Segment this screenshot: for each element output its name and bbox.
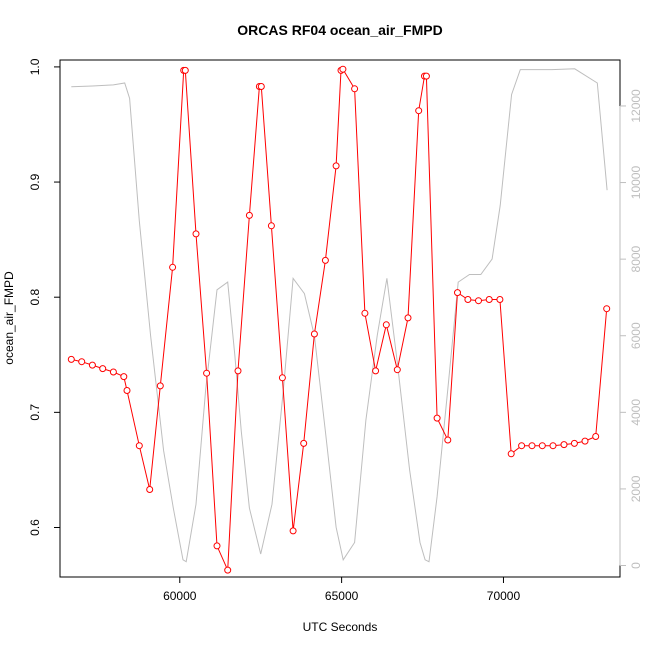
data-point [67,355,75,363]
data-point [78,358,86,366]
altitude-line [71,68,608,563]
x-tick-label: 70000 [487,589,521,603]
data-point [332,162,340,170]
data-point [475,297,482,305]
data-point [120,373,128,381]
data-point [372,367,380,375]
y-axis-label: ocean_air_FMPD [2,271,16,365]
data-point [203,369,211,377]
data-point [267,222,275,230]
data-point [444,436,452,444]
data-point [224,566,232,574]
data-point [464,296,472,303]
data-point [278,374,286,382]
altitude-series [71,68,608,563]
y-axis: 0.6 0.7 0.8 0.9 1.0 [28,58,61,536]
data-point [123,387,131,394]
data-point [404,314,412,322]
data-point [549,442,557,450]
data-point [169,263,177,271]
y2-axis: 0 2000 4000 6000 8000 10000 12000 [619,89,643,569]
data-point [88,361,96,369]
y2-tick-label: 4000 [629,399,643,426]
data-point [300,439,308,447]
data-point [382,321,390,329]
y2-tick-label: 0 [629,562,643,569]
x-tick-label: 65000 [325,589,359,603]
data-point [361,309,369,317]
data-point [257,83,265,90]
data-point [603,305,611,313]
y2-tick-label: 12000 [629,89,643,123]
data-point [213,542,221,550]
data-point [518,442,526,450]
y2-tick-label: 8000 [629,245,643,272]
data-point [339,65,347,73]
data-point [234,367,242,375]
data-point [496,296,504,303]
plot-box [59,59,621,578]
data-point [135,442,143,450]
data-point [351,85,359,93]
data-point [156,382,164,390]
y-tick-label: 0.6 [28,519,42,536]
y-tick-label: 0.7 [28,404,42,421]
data-point [538,442,546,450]
y2-tick-label: 10000 [629,166,643,200]
x-axis: 60000 65000 70000 [163,576,521,603]
y2-tick-label: 2000 [629,475,643,502]
data-point [507,450,515,458]
data-point [289,527,297,535]
data-point [192,230,200,238]
data-point [592,433,600,440]
data-point [485,296,493,303]
chart-title: ORCAS RF04 ocean_air_FMPD [237,22,442,38]
data-point [570,439,578,447]
data-point [321,256,329,264]
data-point [109,368,117,376]
data-point [581,437,589,445]
y-tick-label: 0.9 [28,173,42,190]
data-point [99,365,107,373]
data-point [181,66,189,74]
y2-tick-label: 6000 [629,322,643,349]
fmpd-series [67,65,611,574]
data-point [415,107,423,115]
data-point [433,414,441,422]
data-point [528,442,536,450]
data-point [146,486,154,493]
data-point [560,441,568,449]
data-point [422,72,430,80]
data-point [454,289,461,297]
x-tick-label: 60000 [163,589,197,603]
fmpd-line [71,68,608,571]
y-tick-label: 1.0 [28,58,42,75]
x-axis-label: UTC Seconds [303,620,378,634]
data-point [245,211,253,219]
data-point [310,330,318,338]
y-tick-label: 0.8 [28,289,42,306]
data-point [393,366,401,374]
